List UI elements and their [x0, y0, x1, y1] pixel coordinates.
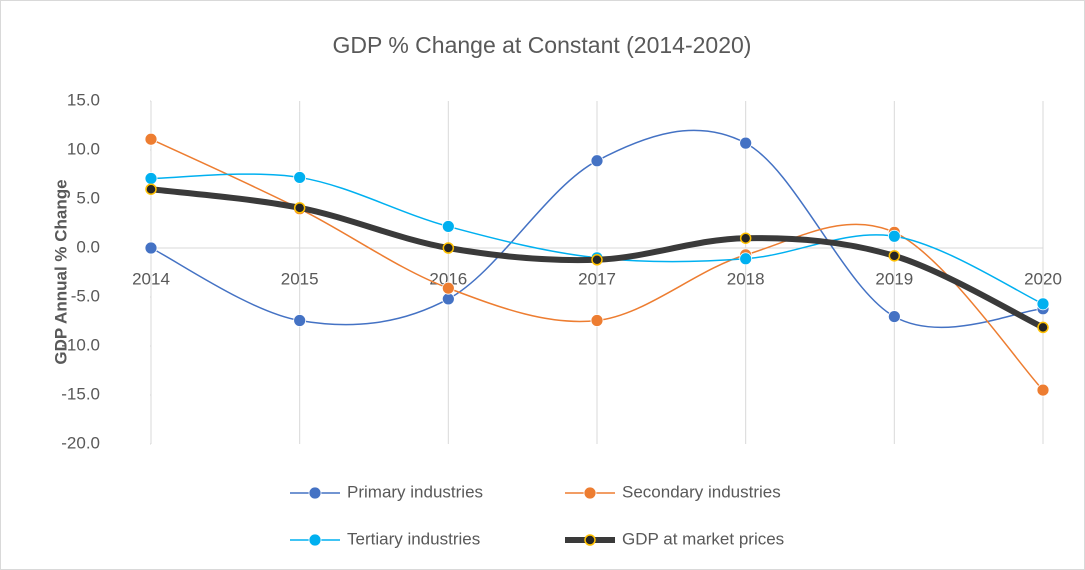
legend-marker — [583, 486, 597, 500]
data-point — [887, 310, 901, 324]
data-point — [1036, 297, 1050, 311]
y-tick-label: -5.0 — [71, 286, 100, 305]
data-point — [441, 292, 455, 306]
x-tick-label: 2015 — [281, 269, 319, 288]
data-point — [590, 154, 604, 168]
y-tick-label: -20.0 — [61, 433, 100, 452]
x-tick-label: 2014 — [132, 269, 170, 288]
data-point — [441, 281, 455, 295]
y-tick-label: -10.0 — [61, 335, 100, 354]
data-point — [1036, 383, 1050, 397]
legend-label: GDP at market prices — [622, 529, 784, 548]
data-point — [144, 132, 158, 146]
y-tick-label: 5.0 — [76, 188, 100, 207]
data-point — [293, 314, 307, 327]
data-point — [145, 183, 157, 195]
y-tick-label: 15.0 — [67, 90, 100, 109]
x-tick-label: 2017 — [578, 269, 616, 288]
data-point — [441, 220, 455, 233]
data-point — [591, 254, 603, 266]
chart-title: GDP % Change at Constant (2014-2020) — [333, 32, 752, 58]
y-tick-label: -15.0 — [61, 384, 100, 403]
data-point — [887, 229, 901, 243]
y-tick-label: 10.0 — [67, 139, 100, 158]
y-axis-title: GDP Annual % Change — [51, 179, 70, 364]
data-point — [739, 232, 752, 244]
y-tick-label: 0.0 — [76, 237, 100, 256]
data-point — [144, 241, 158, 255]
data-point — [144, 172, 158, 185]
legend-label: Tertiary industries — [347, 529, 480, 548]
data-point — [739, 252, 753, 266]
x-tick-label: 2018 — [727, 269, 765, 288]
data-point — [590, 314, 604, 327]
data-point — [1037, 321, 1049, 334]
x-tick-label: 2019 — [875, 269, 913, 288]
legend-marker — [308, 486, 322, 500]
data-point — [888, 250, 901, 262]
legend-label: Primary industries — [347, 482, 483, 501]
data-point — [442, 242, 455, 254]
legend-marker — [584, 534, 596, 546]
legend-label: Secondary industries — [622, 482, 781, 501]
data-point — [739, 136, 753, 150]
x-tick-label: 2020 — [1024, 269, 1062, 288]
legend-marker — [308, 533, 322, 547]
data-point — [293, 202, 306, 214]
data-point — [293, 171, 307, 184]
